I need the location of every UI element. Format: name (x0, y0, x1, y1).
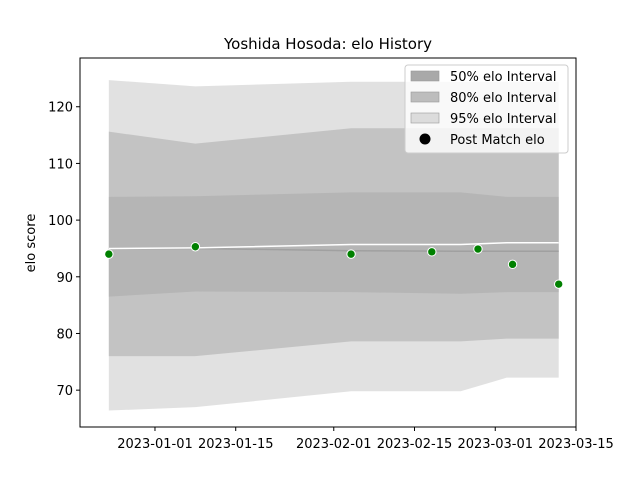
data-point (190, 242, 201, 252)
legend-marker-post-match (419, 133, 431, 145)
y-tick-label: 120 (48, 101, 73, 116)
data-point (104, 249, 114, 259)
legend-label: 80% elo Interval (450, 91, 557, 106)
axes: 2023-01-01 2023-01-15 2023-02-01 2023-02-15… (48, 101, 614, 452)
trend-line (108, 242, 559, 250)
x-tick-label: 2023-01-01 (117, 437, 193, 452)
data-point (346, 249, 356, 259)
data-point (553, 279, 564, 289)
plot-frame (79, 57, 577, 428)
plot-area (104, 80, 564, 411)
y-tick-label: 70 (56, 384, 73, 399)
y-axis-label: elo score (24, 214, 39, 273)
y-tick-label: 90 (56, 271, 73, 286)
data-point (427, 247, 437, 257)
data-point (507, 259, 518, 270)
y-tick-label: 110 (48, 157, 73, 172)
chart-title: Yoshida Hosoda: elo History (223, 35, 432, 53)
x-tick-label: 2023-02-01 (296, 437, 372, 452)
legend-swatch-band_80 (410, 91, 440, 103)
legend-label: 50% elo Interval (450, 70, 557, 85)
y-tick-label: 100 (48, 214, 73, 229)
y-tick-label: 80 (56, 327, 73, 342)
legend-label: Post Match elo (450, 133, 545, 148)
legend-label: 95% elo Interval (450, 112, 557, 127)
x-tick-label: 2023-01-15 (198, 437, 274, 452)
x-tick-label: 2023-03-01 (457, 437, 533, 452)
legend-swatch-band_95 (410, 112, 440, 124)
data-point (473, 244, 483, 254)
legend-swatch-band_50 (410, 70, 440, 82)
legend-box (404, 64, 569, 154)
x-tick-label: 2023-03-15 (538, 437, 614, 452)
legend: 50% elo Interval 80% elo Interval 95% elo … (404, 64, 569, 154)
x-tick-label: 2023-02-15 (377, 437, 453, 452)
